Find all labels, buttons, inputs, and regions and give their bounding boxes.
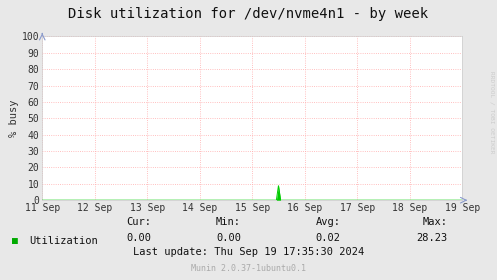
Text: Max:: Max: (422, 217, 447, 227)
Text: 0.02: 0.02 (316, 233, 340, 243)
Text: Munin 2.0.37-1ubuntu0.1: Munin 2.0.37-1ubuntu0.1 (191, 264, 306, 273)
Text: Avg:: Avg: (316, 217, 340, 227)
Text: Utilization: Utilization (29, 236, 97, 246)
Text: Cur:: Cur: (127, 217, 152, 227)
Text: Disk utilization for /dev/nvme4n1 - by week: Disk utilization for /dev/nvme4n1 - by w… (69, 7, 428, 21)
Text: RRDTOOL / TOBI OETIKER: RRDTOOL / TOBI OETIKER (490, 71, 495, 153)
Y-axis label: % busy: % busy (9, 100, 19, 137)
Text: 0.00: 0.00 (216, 233, 241, 243)
Text: 28.23: 28.23 (416, 233, 447, 243)
Text: Last update: Thu Sep 19 17:35:30 2024: Last update: Thu Sep 19 17:35:30 2024 (133, 247, 364, 257)
Text: 0.00: 0.00 (127, 233, 152, 243)
Text: ■: ■ (12, 236, 18, 246)
Text: Min:: Min: (216, 217, 241, 227)
